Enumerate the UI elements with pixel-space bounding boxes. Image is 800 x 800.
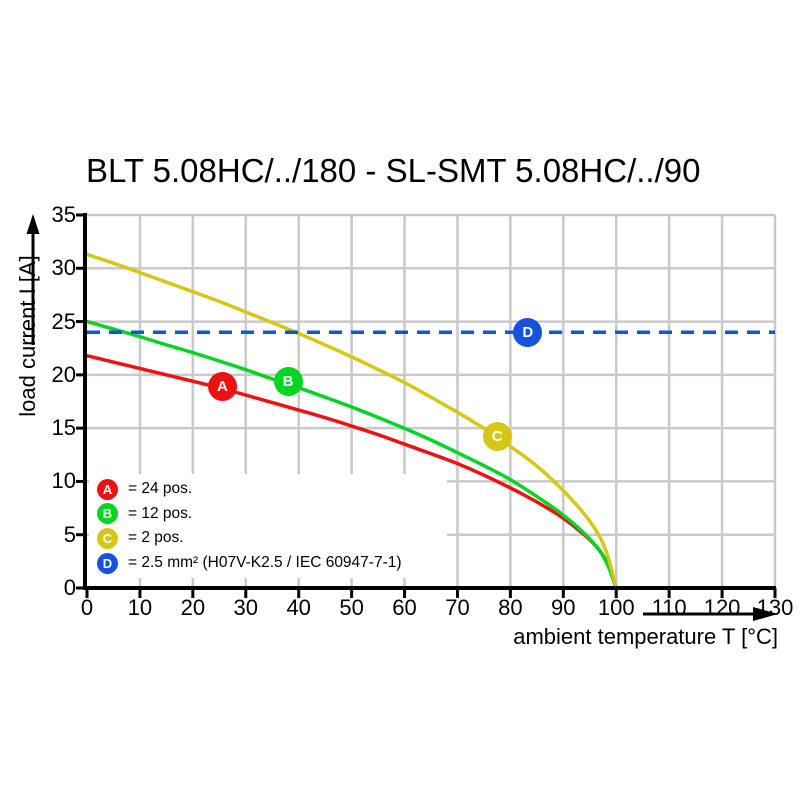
y-tick-label: 15 [51,415,76,441]
marker-c: C [482,422,512,452]
curve-a [85,353,618,590]
x-tick-label: 20 [180,595,206,620]
marker-b: B [273,366,303,396]
x-tick-label: 100 [597,595,635,620]
y-tick-label: 5 [63,521,76,547]
marker-d: D [513,317,543,347]
y-tick-label: 10 [51,468,76,494]
curves [85,252,775,590]
chart-title: BLT 5.08HC/../180 - SL-SMT 5.08HC/../90 [86,152,701,189]
y-tick-label: 0 [63,575,76,600]
x-tick-label: 50 [339,595,364,620]
legend-item-c: C = 2 pos. [97,526,447,551]
legend-item-b: B = 12 pos. [97,502,447,527]
x-tick-label: 30 [233,595,258,620]
x-tick-label: 70 [445,595,470,620]
x-tick-label: 80 [498,595,523,620]
legend-marker-b-icon: B [97,503,118,525]
legend-marker-d-icon: D [97,552,118,574]
x-tick-label: 130 [756,595,794,620]
x-tick-label: 90 [551,595,576,620]
y-tick-label: 35 [51,202,76,227]
x-axis-arrowhead-icon [753,607,778,621]
x-tick-label: 0 [80,595,94,620]
legend: A = 24 pos. B = 12 pos. C = 2 pos. D = 2… [89,474,447,579]
legend-label-d: = 2.5 mm² (H07V-K2.5 / IEC 60947-7-1) [128,554,402,572]
y-tick-label: 25 [51,308,76,334]
legend-label-b: = 12 pos. [128,504,193,522]
legend-label-c: = 2 pos. [128,529,184,547]
x-tick-label: 10 [127,595,153,620]
x-tick-label: 120 [703,595,741,620]
axes [76,213,777,598]
y-tick-label: 20 [51,361,76,387]
y-axis-arrowhead-icon [26,214,40,234]
curve-c [85,252,618,590]
y-tick-label: 30 [51,255,76,281]
legend-item-a: A = 24 pos. [97,477,447,502]
x-tick-label: 40 [286,595,311,620]
x-tick-label: 60 [392,595,417,620]
curve-b [85,319,618,590]
marker-a: A [207,372,237,402]
legend-label-a: = 24 pos. [128,480,193,498]
legend-item-d: D = 2.5 mm² (H07V-K2.5 / IEC 60947-7-1) [97,551,447,576]
x-tick-label: 110 [651,595,687,620]
legend-marker-a-icon: A [97,478,118,500]
x-axis-title: ambient temperature T [°C] [513,624,778,649]
legend-marker-c-icon: C [97,527,118,549]
